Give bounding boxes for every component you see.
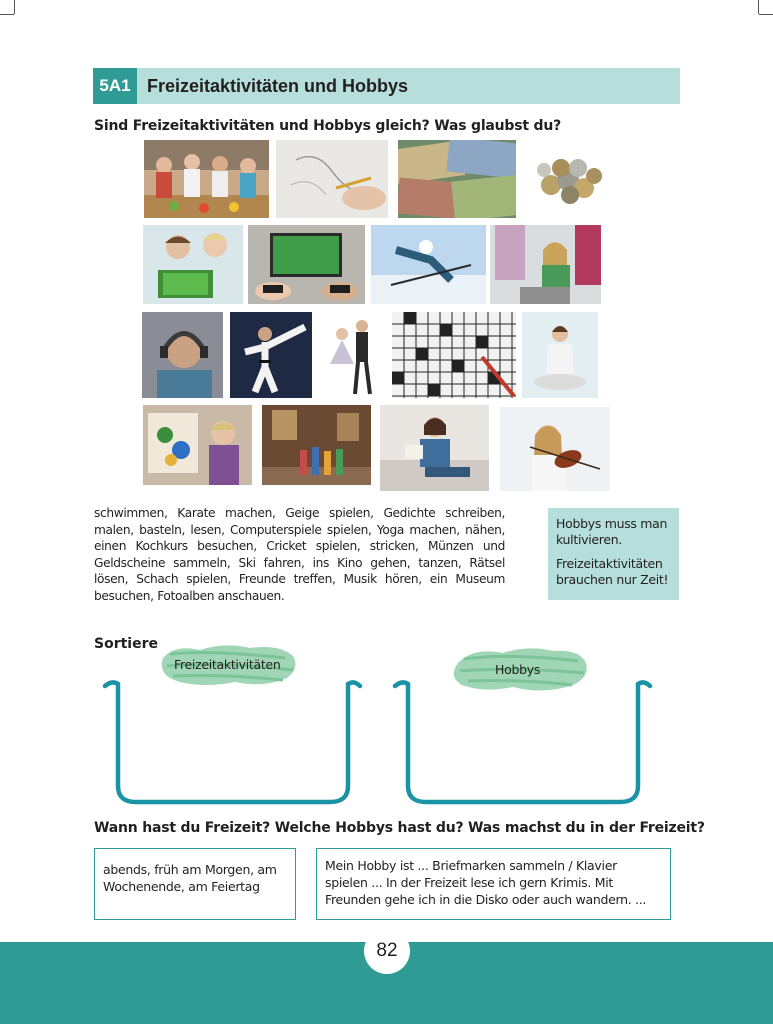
sort-bracket-left[interactable] bbox=[100, 676, 364, 810]
section-header: 5A1 Freizeitaktivitäten und Hobbys bbox=[93, 68, 680, 104]
question-1: Sind Freizeitaktivitäten und Hobbys glei… bbox=[94, 118, 562, 134]
answer-box-time: abends, früh am Morgen, am Wochenende, a… bbox=[94, 848, 296, 920]
brush-stroke-right bbox=[453, 648, 587, 691]
hint-line-2: Freizeitaktivitäten brauchen nur Zeit! bbox=[556, 556, 669, 587]
crossword-photo bbox=[392, 312, 516, 398]
banknotes-photo bbox=[398, 140, 516, 218]
reading-photo bbox=[380, 405, 489, 491]
question-2: Wann hast du Freizeit? Welche Hobbys has… bbox=[94, 820, 705, 836]
category-label-hobbys: Hobbys bbox=[495, 662, 541, 677]
hint-box: Hobbys muss man kultivieren. Freizeitakt… bbox=[548, 508, 679, 600]
dancing-couple-photo bbox=[320, 312, 385, 398]
sewing-photo bbox=[490, 225, 601, 304]
violin-photo bbox=[500, 407, 610, 491]
page-number: 82 bbox=[364, 928, 410, 974]
gardening-tablet-photo bbox=[143, 225, 243, 304]
video-game-photo bbox=[248, 225, 365, 304]
crop-mark bbox=[758, 0, 759, 14]
crop-mark bbox=[0, 14, 14, 15]
crop-mark bbox=[759, 14, 773, 15]
crop-mark bbox=[14, 0, 15, 14]
category-label-freizeit: Freizeitaktivitäten bbox=[174, 657, 281, 672]
section-title: Freizeitaktivitäten und Hobbys bbox=[147, 76, 409, 96]
answer-box-hobbies: Mein Hobby ist ... Briefmarken sammeln /… bbox=[316, 848, 671, 920]
museum-visit-photo bbox=[262, 405, 371, 485]
sort-instruction: Sortiere bbox=[94, 636, 158, 652]
cooking-class-photo bbox=[144, 140, 269, 218]
section-number: 5A1 bbox=[93, 68, 137, 104]
hint-line-1: Hobbys muss man kultivieren. bbox=[556, 516, 668, 547]
yoga-photo bbox=[522, 312, 598, 398]
coins-photo bbox=[526, 140, 611, 218]
painting-photo bbox=[143, 405, 252, 485]
brush-stroke-left bbox=[161, 645, 296, 685]
answer-time-text: abends, früh am Morgen, am Wochenende, a… bbox=[103, 862, 277, 894]
answer-hobbies-text: Mein Hobby ist ... Briefmarken sammeln /… bbox=[325, 858, 647, 907]
skiing-photo bbox=[371, 225, 486, 304]
sort-bracket-right[interactable] bbox=[390, 676, 654, 810]
drawing-hand-photo bbox=[276, 140, 388, 218]
activity-word-list: schwimmen, Karate machen, Geige spielen,… bbox=[94, 506, 505, 603]
music-headphones-photo bbox=[142, 312, 223, 398]
karate-photo bbox=[230, 312, 312, 398]
